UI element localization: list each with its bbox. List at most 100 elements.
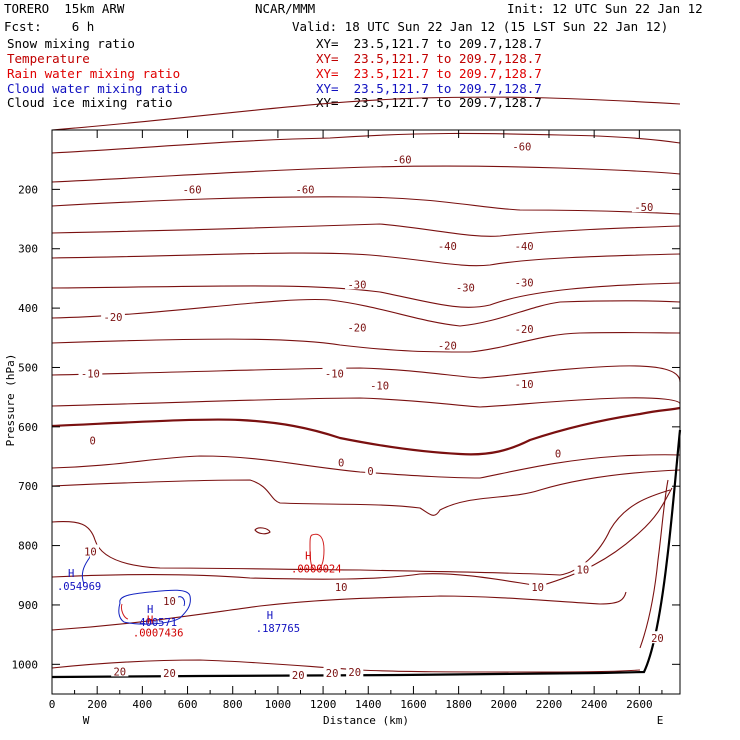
- isotherm-label-bg: [345, 320, 369, 333]
- isotherm-line: [51, 132, 681, 154]
- x-tick-label: 0: [49, 698, 56, 711]
- rain-water-contours: [121, 533, 325, 620]
- isotherm-label-bg: [87, 433, 98, 446]
- x-tick-label: 200: [87, 698, 107, 711]
- isotherm-label-bg: [332, 580, 350, 593]
- isotherm-label-bg: [180, 182, 204, 195]
- isotherm-label: 10: [531, 582, 544, 594]
- x-tick-label: 1000: [265, 698, 292, 711]
- isotherm-label-bg: [111, 664, 129, 677]
- isotherm-label: 10: [84, 547, 97, 559]
- rain-water-line: [309, 533, 325, 571]
- legend-rain-label: Rain water mixing ratio: [7, 66, 181, 81]
- isotherm-label-bg: [435, 338, 460, 351]
- x-tick-label: 600: [178, 698, 198, 711]
- isotherm-line: [51, 487, 673, 587]
- y-tick-label: 800: [18, 540, 38, 553]
- high-marker: H: [147, 604, 153, 616]
- isotherm-label-bg: [78, 366, 103, 379]
- isotherm-line: [51, 332, 681, 353]
- isotherm-label-bg: [365, 463, 376, 476]
- init-time: Init: 12 UTC Sun 22 Jan 12: [507, 1, 703, 16]
- isotherm-label-bg: [390, 152, 415, 165]
- isotherm-label: 10: [577, 564, 590, 576]
- isotherm-line: [51, 196, 681, 215]
- isotherm-label: -40: [438, 241, 457, 253]
- high-value: .0000024: [291, 563, 342, 575]
- isotherm-line: [254, 527, 271, 535]
- x-tick-label: 2600: [626, 698, 653, 711]
- isotherm-label-bg: [322, 366, 347, 379]
- isotherm-label: 0: [555, 449, 561, 461]
- x-tick-label: 2400: [581, 698, 608, 711]
- y-tick-label: 400: [18, 302, 38, 315]
- isotherm-label-bg: [323, 666, 341, 679]
- high-marker: H: [305, 550, 311, 562]
- isotherm-line: [51, 282, 681, 308]
- isotherm-label: 20: [292, 670, 305, 682]
- isotherm-line: [51, 298, 681, 327]
- x-right-end-label: E: [657, 714, 664, 727]
- isotherm-label-bg: [289, 668, 307, 681]
- forecast-hour: Fcst: 6 h: [4, 19, 95, 34]
- isotherm-label: -20: [438, 341, 457, 353]
- isotherm-label: 0: [367, 466, 373, 478]
- isotherm-label: 20: [651, 633, 664, 645]
- isotherm-line: [639, 479, 669, 649]
- isotherm-label-bg: [631, 200, 656, 213]
- isotherm-label-bg: [160, 593, 179, 606]
- high-marker: H: [68, 568, 74, 580]
- isotherm-label: -60: [183, 184, 202, 196]
- isotherm-label: 20: [163, 668, 176, 680]
- legend-temperature-xy: XY= 23.5,121.7 to 209.7,128.7: [316, 51, 542, 66]
- surface-terrain: [51, 429, 682, 679]
- x-tick-label: 1600: [400, 698, 427, 711]
- high-value: .054969: [57, 581, 101, 593]
- legend-cloud-ice-xy: XY= 23.5,121.7 to 209.7,128.7: [316, 95, 542, 110]
- isotherm-line: [51, 96, 681, 131]
- isotherm-label-bg: [435, 238, 460, 251]
- legend-temperature-label: Temperature: [7, 51, 90, 66]
- x-axis-title: Distance (km): [323, 714, 409, 727]
- high-marker: H: [267, 610, 273, 622]
- isotherm-label-bg: [346, 665, 364, 678]
- legend-snow-xy: XY= 23.5,121.7 to 209.7,128.7: [316, 36, 542, 51]
- isotherm-line: [51, 659, 641, 673]
- isotherm-label-bg: [509, 139, 534, 152]
- isotherm-label-bg: [160, 666, 179, 679]
- isotherm-label-bg: [81, 544, 100, 557]
- isotherm-label-bg: [574, 562, 592, 575]
- isotherm-label: 20: [113, 666, 126, 678]
- isotherm-label-bg: [648, 631, 667, 644]
- isotherm-label: -20: [347, 323, 366, 335]
- y-tick-label: 300: [18, 243, 38, 256]
- x-tick-label: 2200: [536, 698, 563, 711]
- y-tick-label: 600: [18, 421, 38, 434]
- isotherm-label-bg: [529, 580, 547, 593]
- isotherm-label: -10: [81, 368, 100, 380]
- legend-rain-xy: XY= 23.5,121.7 to 209.7,128.7: [316, 66, 542, 81]
- isotherm-label: -20: [104, 312, 123, 324]
- y-axis-title: Pressure (hPa): [4, 354, 17, 447]
- isotherm-line: [51, 365, 681, 383]
- isotherm-label-bg: [293, 182, 317, 195]
- model-title: TORERO 15km ARW: [4, 1, 125, 16]
- isotherm-line: [51, 397, 681, 408]
- center-title: NCAR/MMM: [255, 1, 316, 16]
- isotherm-label-bg: [512, 377, 537, 390]
- isotherm-label: 20: [348, 667, 361, 679]
- x-tick-label: 400: [132, 698, 152, 711]
- isotherm-label: -60: [512, 142, 531, 154]
- y-tick-label: 200: [18, 183, 38, 196]
- isotherm-label: -50: [634, 202, 653, 214]
- high-value: 400571: [139, 617, 177, 629]
- isotherm-label-bg: [345, 277, 369, 290]
- valid-time: Valid: 18 UTC Sun 22 Jan 12 (15 LST Sun …: [292, 19, 669, 34]
- isotherm-label-bg: [335, 455, 347, 468]
- x-tick-label: 2000: [491, 698, 518, 711]
- y-tick-label: 700: [18, 480, 38, 493]
- isotherm-label: -60: [296, 184, 315, 196]
- y-tick-label: 900: [18, 599, 38, 612]
- isotherm-line: [51, 252, 681, 267]
- isotherm-label-bg: [552, 446, 564, 459]
